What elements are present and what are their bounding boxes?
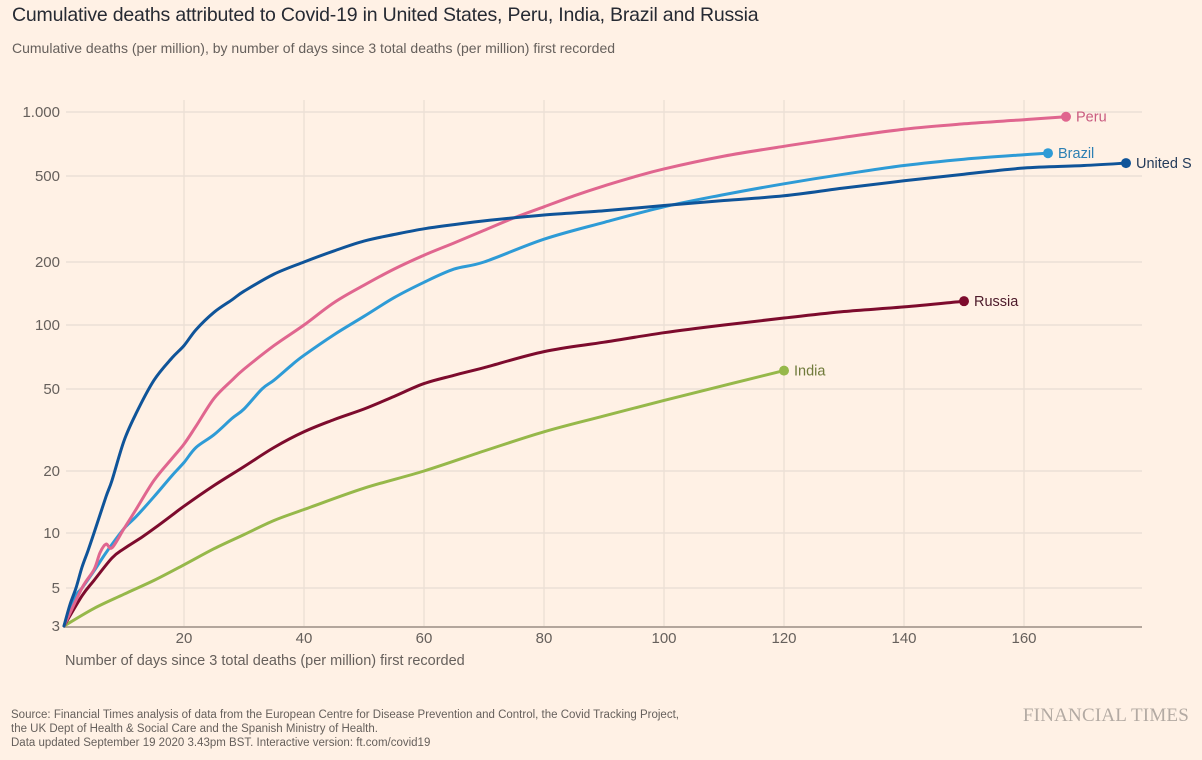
series-label-india: India	[794, 364, 826, 380]
x-tick-label: 60	[416, 630, 433, 647]
series-line-india	[62, 369, 786, 628]
y-tick-label: 10	[43, 525, 60, 542]
y-tick-label: 1.000	[22, 104, 60, 121]
series-lines	[62, 115, 1128, 628]
series-label-united-states: United S	[1136, 156, 1192, 172]
series-end-dot-peru	[1061, 111, 1071, 122]
x-axis: 20 40 60 80 100 120 140 160	[64, 626, 1142, 647]
x-tick-label: 80	[536, 630, 553, 647]
y-tick-label: 200	[35, 254, 60, 271]
y-tick-label: 20	[43, 463, 60, 480]
series-labels: India Russia Brazil Peru United S	[779, 110, 1192, 380]
series-label-brazil: Brazil	[1058, 146, 1094, 162]
y-tick-label: 50	[43, 381, 60, 398]
x-tick-label: 20	[176, 630, 193, 647]
y-axis: 3 5 10 20 50 100 200 500 1.000	[22, 104, 60, 635]
x-tick-label: 140	[891, 630, 916, 647]
y-tick-label: 500	[35, 168, 60, 185]
chart-subtitle: Cumulative deaths (per million), by numb…	[12, 40, 616, 56]
source-line: the UK Dept of Health & Social Care and …	[11, 723, 378, 735]
grid	[66, 100, 1142, 626]
y-tick-label: 100	[35, 317, 60, 334]
series-end-dot-brazil	[1043, 148, 1053, 159]
series-label-peru: Peru	[1076, 110, 1107, 126]
x-tick-label: 100	[651, 630, 676, 647]
series-end-dot-united-states	[1121, 158, 1131, 169]
y-tick-label: 5	[52, 580, 60, 597]
series-end-dot-india	[779, 365, 789, 376]
ft-logo: FINANCIAL TIMES	[1022, 705, 1189, 726]
source-line: Source: Financial Times analysis of data…	[11, 709, 679, 721]
series-line-russia	[62, 299, 966, 628]
x-tick-label: 160	[1011, 630, 1036, 647]
x-tick-label: 40	[296, 630, 313, 647]
series-label-russia: Russia	[974, 294, 1019, 310]
source-note: Source: Financial Times analysis of data…	[11, 708, 679, 750]
series-line-brazil	[62, 151, 1050, 628]
x-axis-title: Number of days since 3 total deaths (per…	[65, 653, 465, 669]
series-end-dot-russia	[959, 296, 969, 307]
source-line: Data updated September 19 2020 3.43pm BS…	[11, 737, 431, 749]
x-tick-label: 120	[771, 630, 796, 647]
series-line-united-states	[62, 161, 1128, 628]
chart-title: Cumulative deaths attributed to Covid-19…	[12, 4, 759, 26]
y-tick-label: 3	[52, 618, 60, 635]
series-line-peru	[62, 115, 1068, 628]
